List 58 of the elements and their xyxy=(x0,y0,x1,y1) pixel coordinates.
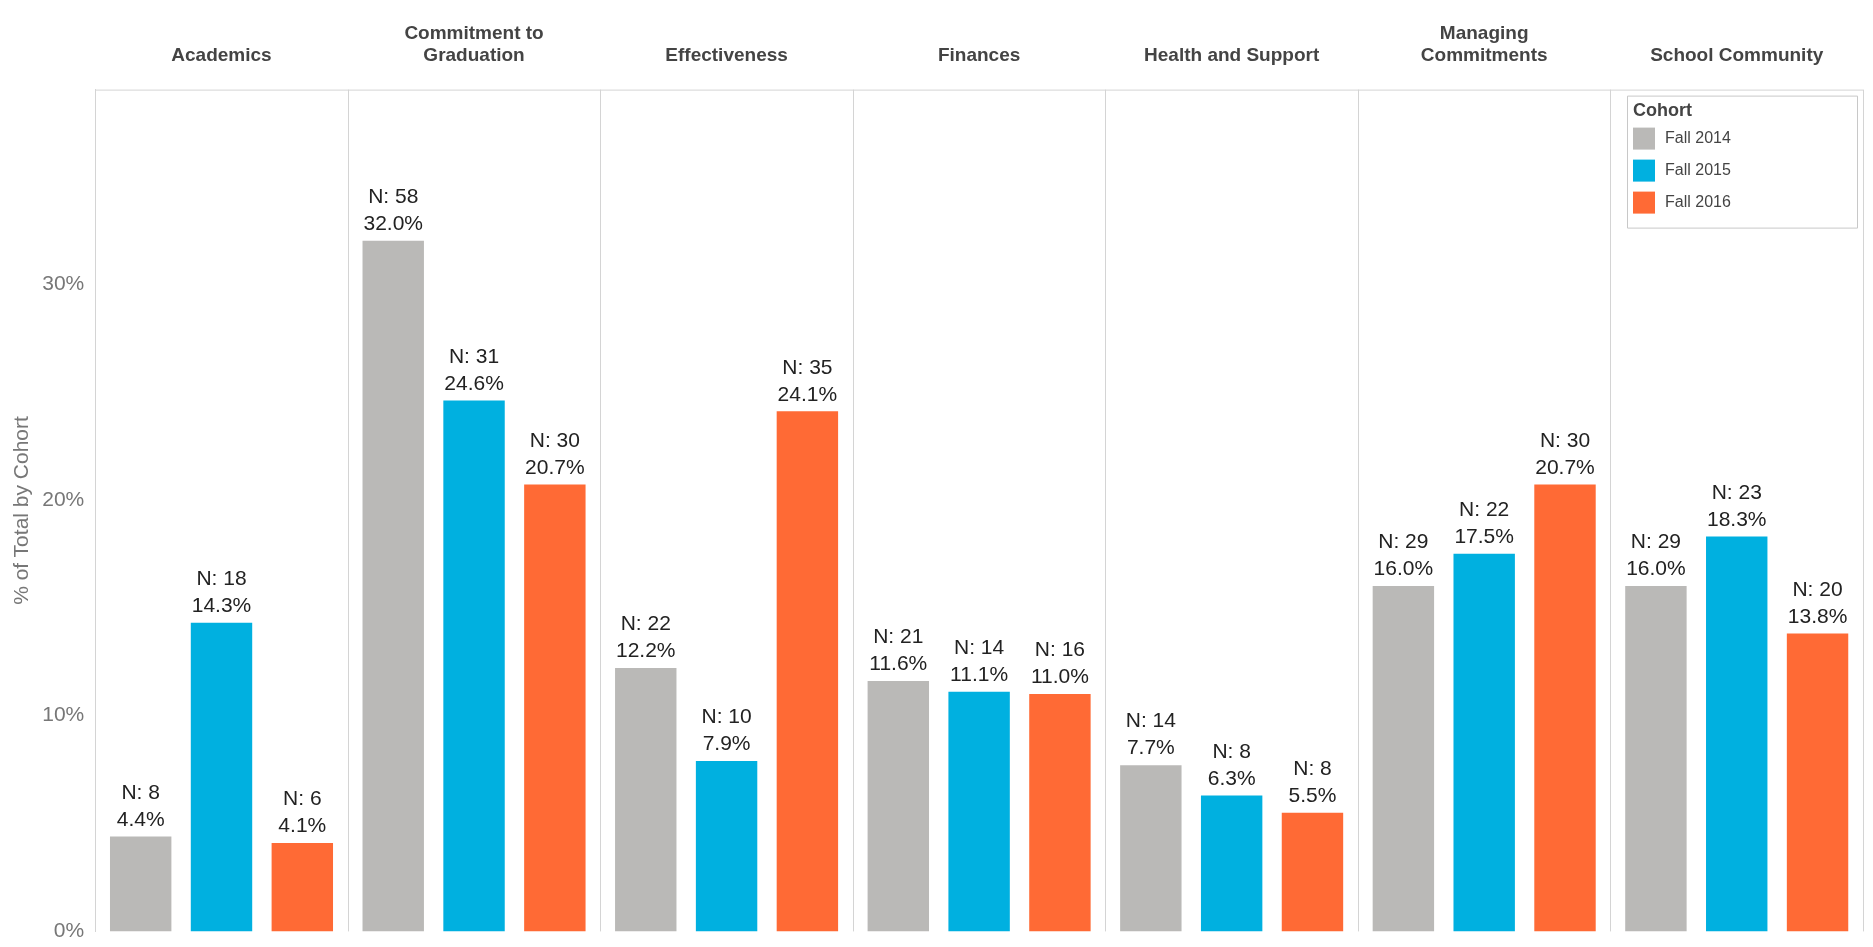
y-tick-label: 10% xyxy=(42,702,85,726)
data-label: N: 30 20.7% xyxy=(525,427,585,478)
data-label: N: 10 7.9% xyxy=(701,704,752,755)
y-tick-label: 30% xyxy=(42,270,85,294)
bar xyxy=(362,240,424,932)
data-label: N: 14 7.7% xyxy=(1125,708,1177,759)
y-tick-label: 20% xyxy=(42,486,85,510)
x-tick-label: Academics xyxy=(171,44,272,66)
x-tick-label: Effectiveness xyxy=(665,44,788,66)
data-label: N: 21 11.6% xyxy=(869,624,928,675)
bar xyxy=(1281,812,1344,932)
bar xyxy=(1706,536,1768,932)
bar xyxy=(867,681,930,932)
data-label: N: 35 24.1% xyxy=(777,354,838,405)
data-label: N: 14 11.1% xyxy=(950,635,1009,686)
y-axis-title: % of Total by Cohort xyxy=(9,415,33,605)
bar xyxy=(615,668,677,932)
bar xyxy=(1625,586,1687,932)
bar xyxy=(1200,795,1263,932)
bar xyxy=(190,622,253,932)
data-label: N: 18 14.3% xyxy=(191,566,252,617)
data-label: N: 29 16.0% xyxy=(1373,529,1434,580)
legend-title: Cohort xyxy=(1633,99,1692,120)
x-tick-label: School Community xyxy=(1650,44,1824,66)
x-tick-label: Commitment to Graduation xyxy=(404,21,544,66)
data-label: N: 22 17.5% xyxy=(1454,496,1514,547)
legend-label: Fall 2016 xyxy=(1665,193,1731,211)
data-label: N: 58 32.0% xyxy=(363,183,423,234)
data-label: N: 8 4.4% xyxy=(116,779,165,830)
bar xyxy=(1534,484,1596,932)
bar xyxy=(109,836,172,932)
data-label: N: 20 13.8% xyxy=(1787,576,1848,627)
legend-label: Fall 2014 xyxy=(1665,129,1731,147)
bar xyxy=(948,691,1010,932)
data-label: N: 8 6.3% xyxy=(1207,738,1256,789)
data-label: N: 6 4.1% xyxy=(278,786,327,837)
data-label: N: 23 18.3% xyxy=(1706,479,1767,530)
bar xyxy=(1372,586,1435,932)
bar xyxy=(1120,765,1182,932)
bar xyxy=(443,400,505,932)
legend-label: Fall 2015 xyxy=(1665,161,1731,179)
data-label: N: 29 16.0% xyxy=(1626,529,1686,580)
bar xyxy=(1453,553,1515,932)
bar xyxy=(1029,693,1091,932)
bar xyxy=(524,484,586,932)
bar xyxy=(271,842,334,932)
data-label: N: 8 5.5% xyxy=(1288,755,1337,806)
x-tick-label: Health and Support xyxy=(1144,44,1320,66)
x-tick-label: Managing Commitments xyxy=(1420,21,1548,66)
data-label: N: 16 11.0% xyxy=(1030,637,1089,688)
x-tick-label: Finances xyxy=(937,44,1021,66)
data-label: N: 30 20.7% xyxy=(1535,427,1595,478)
bar xyxy=(1786,633,1849,932)
data-label: N: 31 24.6% xyxy=(444,343,504,394)
y-tick-label: 0% xyxy=(53,918,85,942)
bar xyxy=(695,760,758,932)
bar xyxy=(776,411,839,932)
data-label: N: 22 12.2% xyxy=(615,611,676,662)
